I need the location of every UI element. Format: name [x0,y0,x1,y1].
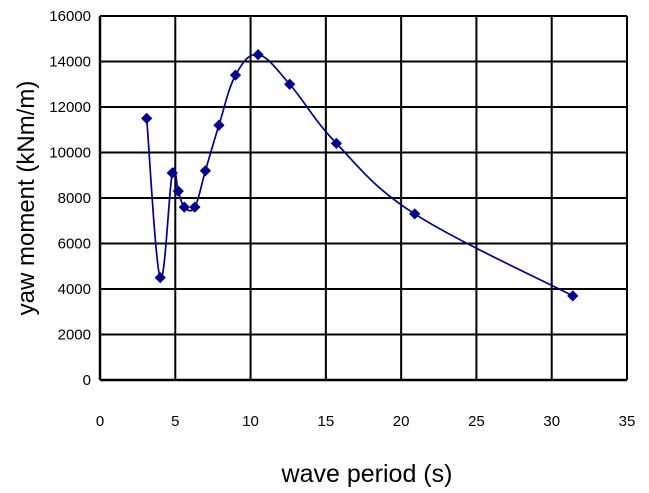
x-tick-label: 5 [171,413,179,430]
data-point-marker [567,290,579,302]
data-point-marker [154,272,166,284]
x-tick-label: 35 [619,413,636,430]
y-tick-label: 12000 [49,99,91,116]
x-tick-label: 20 [393,413,410,430]
x-tick-label: 15 [318,413,335,430]
x-tick-label: 0 [96,413,104,430]
y-tick-label: 0 [83,372,91,389]
data-point-marker [189,201,201,213]
y-tick-label: 16000 [49,8,91,25]
x-tick-label: 10 [242,413,259,430]
data-point-marker [409,208,421,220]
grid-layer [99,15,628,381]
y-tick-label: 14000 [49,54,91,71]
data-point-marker [166,167,178,179]
x-tick-label: 25 [468,413,485,430]
y-tick-label: 8000 [58,190,91,207]
data-point-marker [172,185,184,197]
y-tick-label: 4000 [58,281,91,298]
series-line [145,53,574,297]
x-tick-label: 30 [543,413,560,430]
series-layer [141,49,579,302]
y-tick-label: 6000 [58,236,91,253]
tick-label-layer: 0 5 10 15 20 25 30 35 0 2000 4000 6000 8000 10000 1200… [49,8,635,430]
data-point-marker [330,137,343,150]
data-point-marker [141,112,153,124]
data-point-marker [252,49,264,61]
data-point-marker [229,69,242,81]
data-point-marker [284,78,296,90]
x-axis-title: wave period (s) [281,460,453,488]
data-point-marker [199,165,212,177]
y-tick-label: 2000 [58,327,91,344]
y-axis-title: yaw moment (kNm/m) [13,81,40,316]
axis-layer [98,16,627,382]
data-point-marker [213,119,225,131]
data-point-marker [178,201,190,213]
y-tick-label: 10000 [49,145,91,162]
